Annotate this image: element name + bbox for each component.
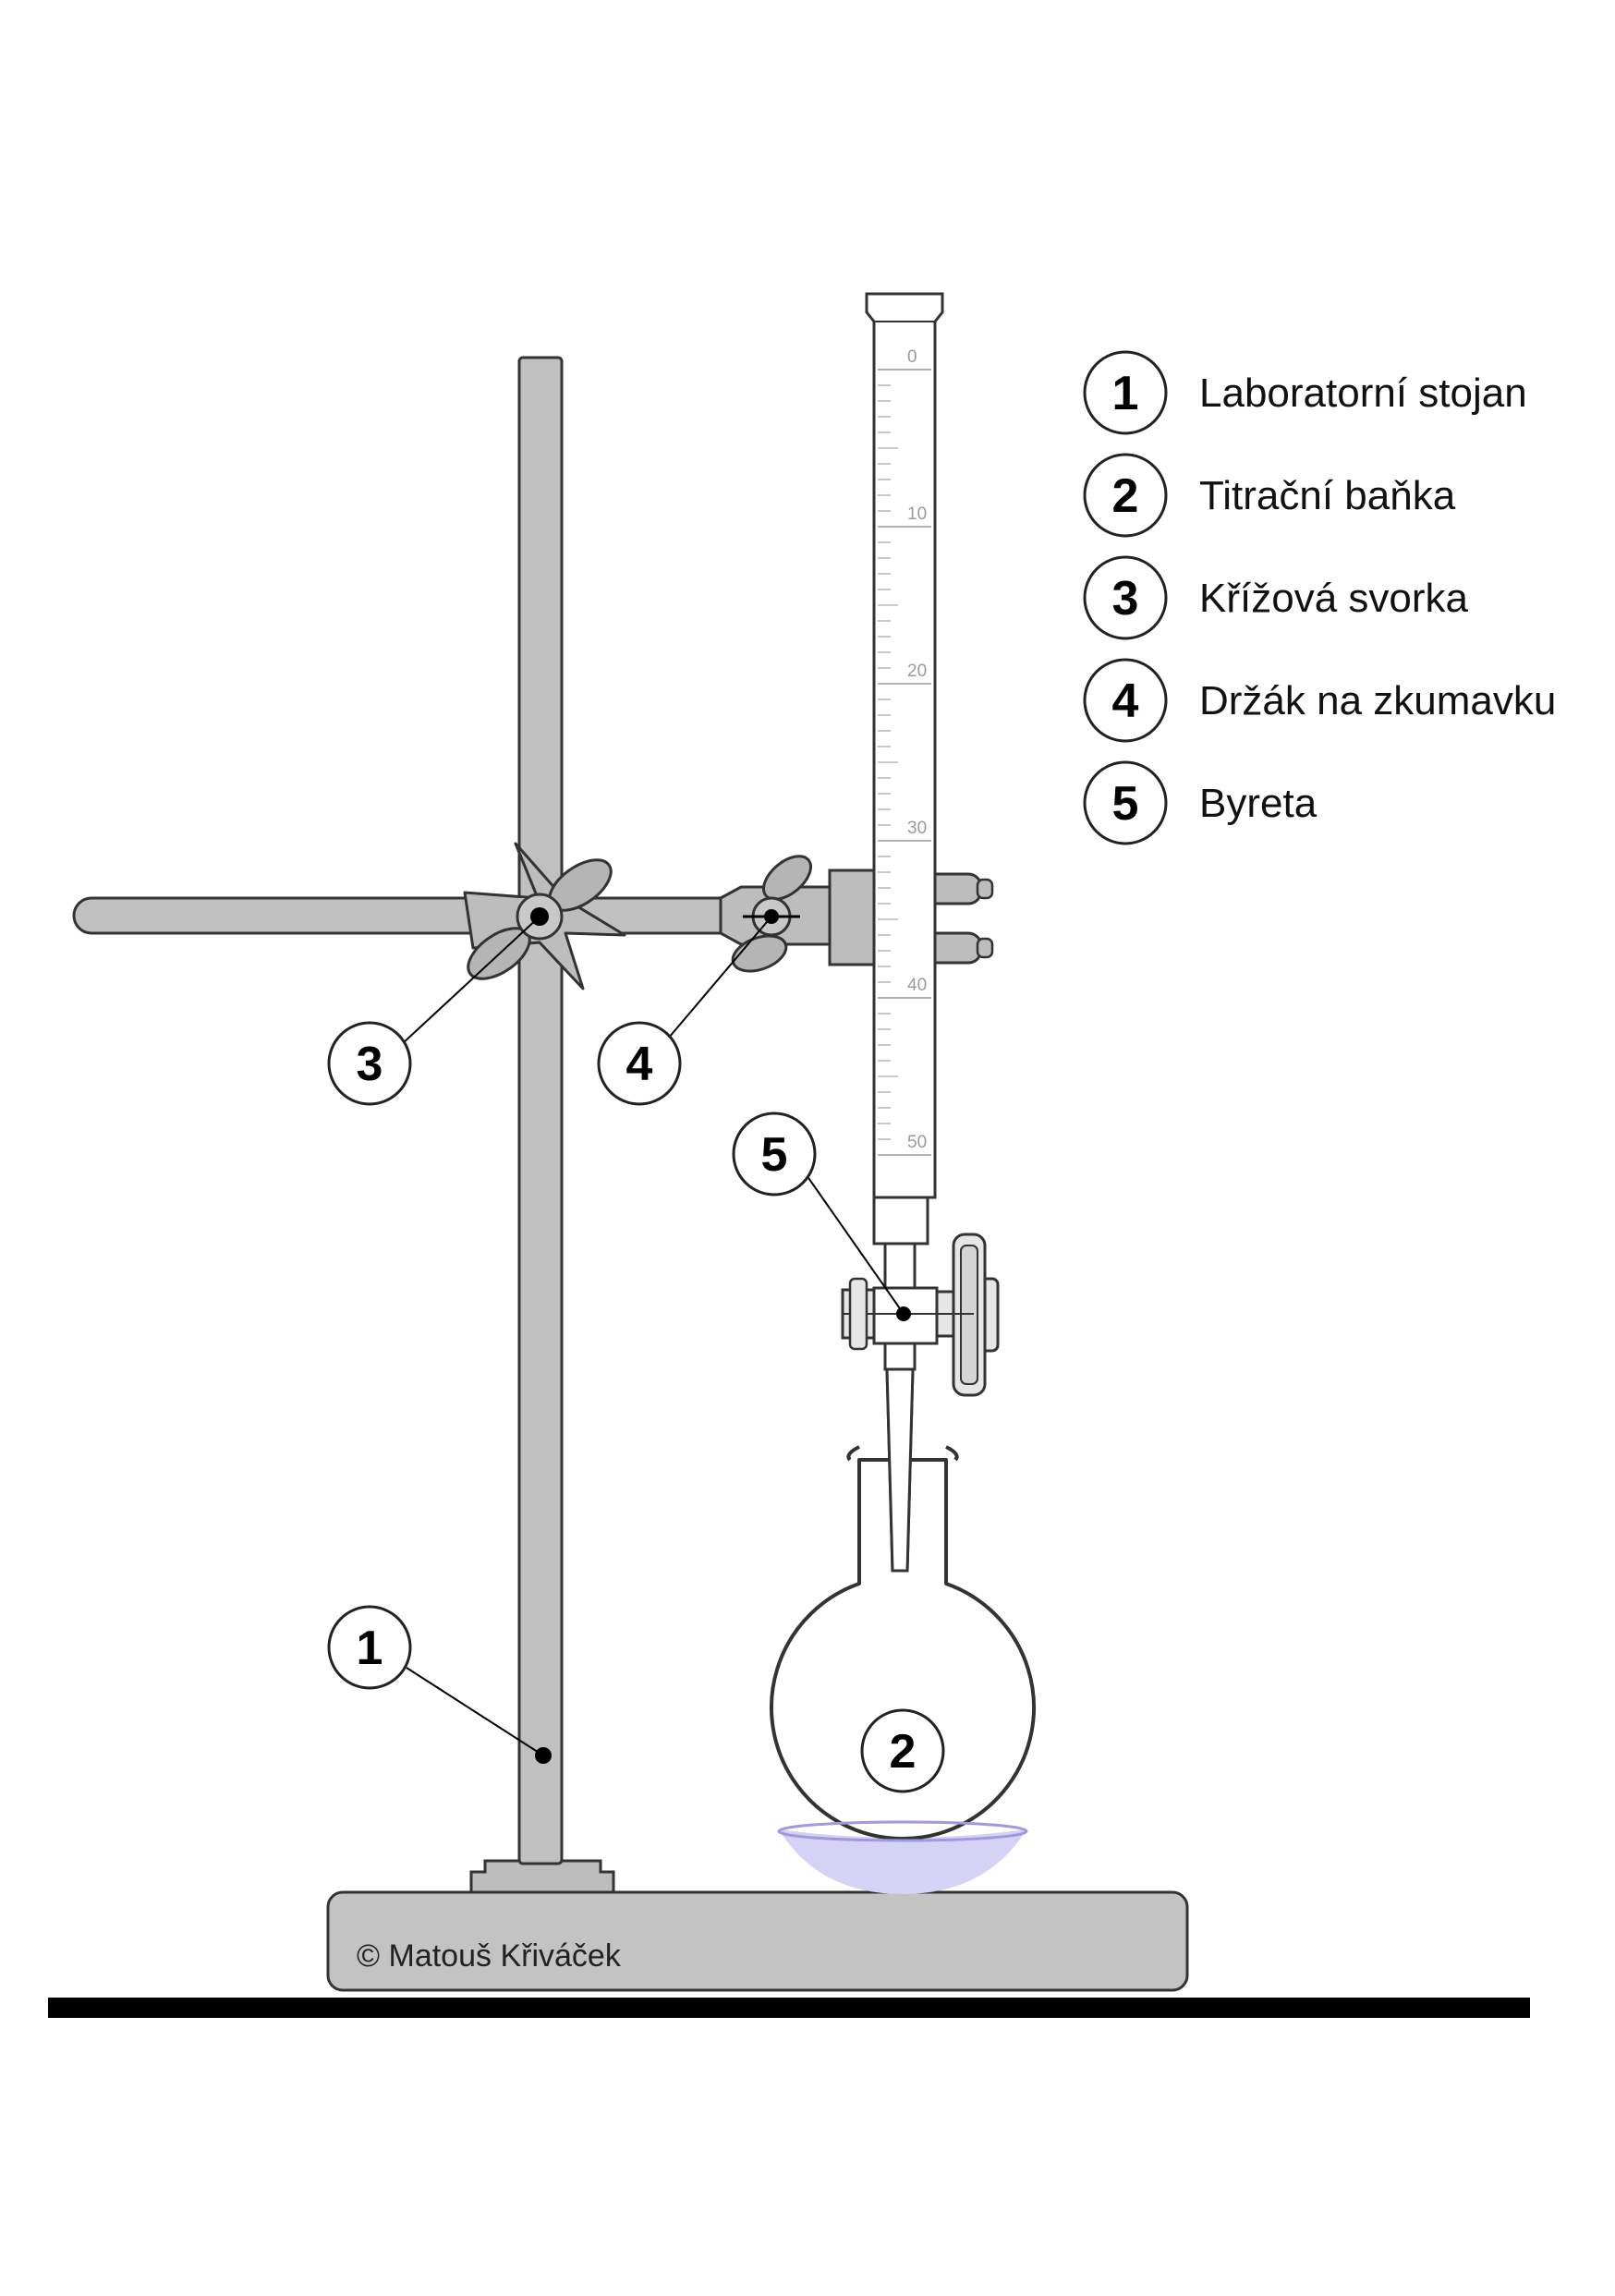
legend-label-3: Křížová svorka xyxy=(1199,576,1469,621)
legend-number-5: 5 xyxy=(1112,777,1139,831)
callout-2: 2 xyxy=(860,1708,945,1793)
titration-flask xyxy=(770,1445,1036,1894)
callout-3: 3 xyxy=(327,1021,412,1106)
legend-number-4: 4 xyxy=(1112,674,1139,728)
stand-base xyxy=(326,1890,1189,1992)
rod-foot xyxy=(469,1859,615,1894)
callout-leaders xyxy=(401,916,905,1756)
callout-3-number: 3 xyxy=(357,1038,383,1091)
legend-item-2: 2 Titrační baňka xyxy=(1083,453,1456,538)
legend-label-2: Titrační baňka xyxy=(1199,473,1456,518)
legend-item-1: 1 Laboratorní stojan xyxy=(1083,350,1527,435)
legend-label-1: Laboratorní stojan xyxy=(1199,371,1527,416)
copyright-text: © Matouš Křiváček xyxy=(357,1938,622,1974)
callout-2-number: 2 xyxy=(890,1725,917,1779)
callout-4: 4 xyxy=(597,1021,682,1106)
legend-label-5: Byreta xyxy=(1199,781,1318,826)
stand-rod xyxy=(517,356,564,1865)
holder-block xyxy=(828,869,880,966)
legend: 1 Laboratorní stojan 2 Titrační baňka 3 … xyxy=(1083,350,1556,845)
holder-wing-nut xyxy=(731,855,812,973)
legend-number-1: 1 xyxy=(1112,367,1139,420)
callout-dot-1 xyxy=(535,1747,552,1764)
burette-tip xyxy=(885,1367,915,1573)
legend-item-3: 3 Křížová svorka xyxy=(1083,555,1469,640)
legend-number-2: 2 xyxy=(1112,469,1139,523)
horizontal-arm xyxy=(72,896,741,935)
holder-jaw-tip-lower xyxy=(976,937,994,959)
burette-scale-label: 10 xyxy=(907,504,927,524)
burette-scale-label: 30 xyxy=(907,819,927,838)
callout-5-number: 5 xyxy=(761,1128,788,1182)
burette-stopcock xyxy=(841,1233,1000,1397)
callout-5: 5 xyxy=(732,1112,817,1197)
flask-liquid xyxy=(779,1829,1026,1894)
burette-scale: 0 10 20 30 40 50 xyxy=(878,347,931,1156)
callout-1: 1 xyxy=(327,1605,412,1690)
burette-scale-label: 0 xyxy=(907,347,917,367)
callout-dot-5 xyxy=(896,1306,911,1321)
legend-number-3: 3 xyxy=(1112,572,1139,626)
burette-scale-label: 50 xyxy=(907,1133,927,1152)
callout-1-number: 1 xyxy=(357,1622,383,1675)
burette-scale-label: 20 xyxy=(907,662,927,681)
legend-item-5: 5 Byreta xyxy=(1083,760,1318,845)
legend-item-4: 4 Držák na zkumavku xyxy=(1083,658,1556,743)
legend-label-4: Držák na zkumavku xyxy=(1199,678,1556,723)
callout-4-number: 4 xyxy=(626,1038,653,1091)
holder-jaw-tip-upper xyxy=(976,878,994,900)
burette-scale-label: 40 xyxy=(907,976,927,995)
ground-line xyxy=(48,1998,1530,2018)
